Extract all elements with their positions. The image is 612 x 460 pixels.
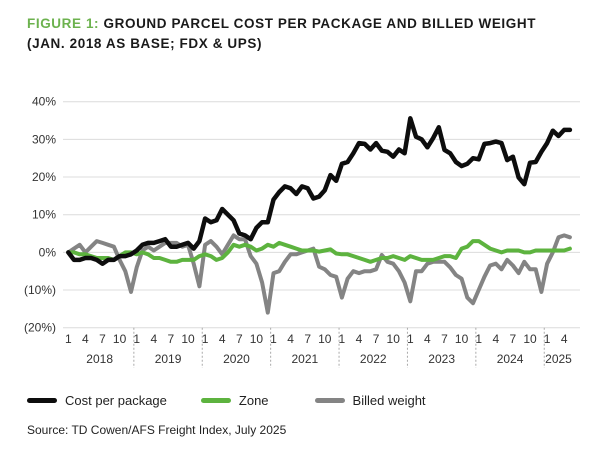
month-tick-label: 7 [373,332,380,346]
month-tick-label: 4 [219,332,226,346]
month-tick-label: 4 [492,332,499,346]
y-tick-label: 30% [32,132,56,146]
year-label: 2023 [428,352,455,366]
month-tick-label: 1 [544,332,551,346]
chart-title-line1: FIGURE 1: GROUND PARCEL COST PER PACKAGE… [27,16,536,32]
y-tick-label: 20% [32,170,56,184]
legend-label: Cost per package [65,393,167,408]
month-tick-label: 4 [356,332,363,346]
legend-item-billed-weight: Billed weight [314,393,426,408]
month-tick-label: 7 [510,332,517,346]
legend-swatch [200,398,231,403]
year-label: 2024 [497,352,524,366]
month-tick-label: 7 [304,332,311,346]
figure-label: FIGURE 1: [27,16,100,31]
month-tick-label: 1 [407,332,414,346]
month-tick-label: 7 [236,332,243,346]
month-tick-label: 1 [475,332,482,346]
month-tick-label: 10 [455,332,469,346]
month-tick-label: 1 [202,332,209,346]
month-tick-label: 10 [523,332,537,346]
title-text: GROUND PARCEL COST PER PACKAGE AND BILLE… [103,16,537,31]
month-tick-label: 7 [168,332,175,346]
y-tick-label: (20%) [24,321,56,335]
month-tick-label: 1 [133,332,140,346]
month-tick-label: 4 [150,332,157,346]
year-label: 2022 [360,352,387,366]
month-tick-label: 7 [99,332,106,346]
year-label: 2019 [155,352,182,366]
series-line-zone [66,239,572,264]
month-tick-label: 10 [250,332,264,346]
chart-title-line2: (JAN. 2018 AS BASE; FDX & UPS) [27,36,263,51]
month-tick-label: 10 [318,332,332,346]
legend-label: Zone [238,393,269,408]
source-note: Source: TD Cowen/AFS Freight Index, July… [27,423,287,437]
month-tick-label: 4 [561,332,568,346]
month-tick-label: 1 [339,332,346,346]
year-label: 2021 [291,352,318,366]
legend-swatch [314,398,345,403]
month-tick-label: 10 [181,332,195,346]
month-tick-label: 10 [387,332,401,346]
month-tick-label: 4 [287,332,294,346]
legend-label: Billed weight [352,393,426,408]
month-tick-label: 1 [65,332,72,346]
year-label: 2018 [86,352,113,366]
month-tick-label: 7 [441,332,448,346]
legend-item-zone: Zone [200,393,269,408]
month-tick-label: 10 [113,332,127,346]
y-tick-label: 10% [32,208,56,222]
legend-item-cost-per-package: Cost per package [27,393,167,408]
series-line-billed-weight [66,233,572,315]
month-tick-label: 4 [424,332,431,346]
y-tick-label: 40% [32,95,56,109]
series-line-cost-per-package [66,116,573,266]
legend: Cost per package Zone Billed weight [27,393,460,408]
y-tick-label: (10%) [24,283,56,297]
month-tick-label: 4 [82,332,89,346]
y-tick-label: 0% [39,245,57,259]
year-label: 2025 [545,352,572,366]
year-label: 2020 [223,352,250,366]
legend-swatch [27,398,57,403]
month-tick-label: 1 [270,332,277,346]
